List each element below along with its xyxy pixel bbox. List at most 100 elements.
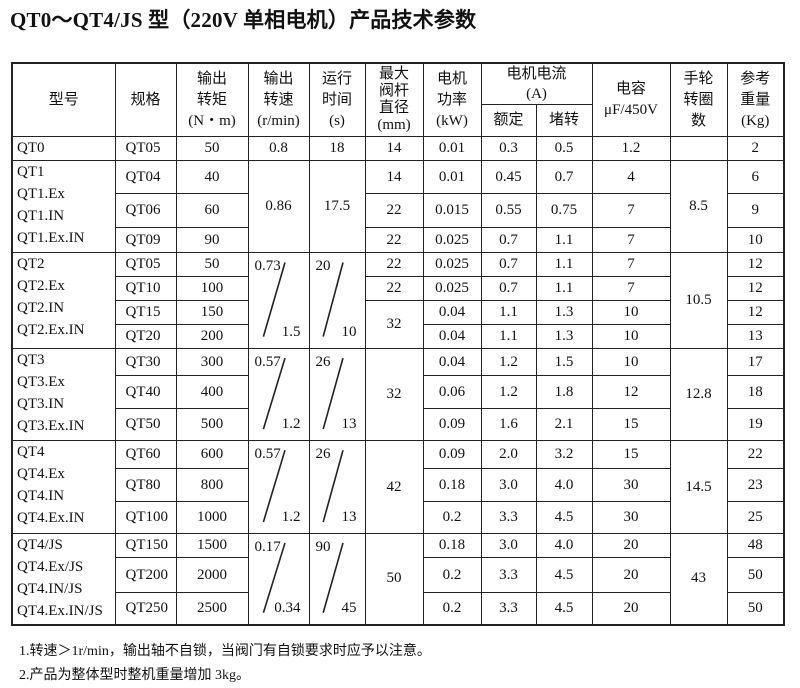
power-cell: 0.06 — [422, 375, 482, 409]
model-cell-line: QT1.IN — [17, 208, 65, 224]
power-cell: 0.025 — [422, 276, 482, 301]
locked-current-cell: 1.8 — [535, 375, 593, 409]
time-cell: 18 — [308, 136, 366, 161]
table-row: QT4 QT4.Ex QT4.IN QT4.Ex.IN QT60 600 0.57 1.2 26… — [11, 440, 785, 534]
rated-current-cell: 3.3 — [480, 592, 537, 625]
header-torque-line: 转矩 — [196, 91, 227, 108]
locked-current-cell: 4.5 — [535, 557, 593, 593]
header-diameter-line: 最大 — [378, 66, 409, 82]
torque-cell: 60 — [175, 193, 249, 228]
time-cell-min: 10 — [341, 324, 357, 340]
time-cell-min: 13 — [341, 509, 357, 525]
diagonal-divider — [249, 253, 309, 348]
locked-current-cell: 0.75 — [535, 193, 593, 228]
weight-cell: 12 — [726, 300, 785, 325]
locked-current-cell: 1.1 — [535, 276, 593, 301]
time-cell: 17.5 — [308, 160, 366, 253]
weight-cell: 17 — [726, 348, 785, 376]
header-power-line: 电机 — [436, 70, 467, 87]
diameter-cell: 14 — [364, 160, 424, 194]
spec-cell: QT09 — [114, 227, 177, 253]
header-time-line: 时间 — [321, 91, 352, 108]
rated-current-cell: 0.3 — [480, 136, 537, 161]
note-2: 2.产品为整体型时整机重量增加 3kg。 — [19, 667, 250, 683]
spec-cell: QT10 — [114, 276, 177, 301]
torque-cell: 2000 — [175, 557, 249, 593]
table-row: QT250 2500 0.2 3.3 4.5 20 50 — [12, 592, 785, 625]
header-handwheel-line: 转圈 — [683, 91, 714, 108]
capacitor-cell: 20 — [591, 557, 671, 593]
power-cell: 0.01 — [422, 160, 482, 194]
spec-cell: QT40 — [114, 375, 177, 409]
torque-cell: 2500 — [175, 592, 249, 625]
model-cell: QT2 QT2.Ex QT2.IN QT2.Ex.IN — [11, 252, 116, 349]
header-torque: 输出 转矩 (N・m) — [175, 62, 249, 137]
torque-cell: 50 — [175, 136, 249, 161]
model-cell-line: QT0 — [17, 140, 45, 156]
weight-cell: 22 — [726, 440, 785, 469]
speed-cell-min: 1.2 — [281, 416, 301, 432]
time-cell: 90 45 — [308, 533, 366, 625]
spec-cell: QT80 — [114, 468, 177, 502]
rated-current-cell: 3.0 — [480, 468, 537, 502]
locked-current-cell: 1.3 — [535, 324, 593, 349]
locked-current-cell: 2.1 — [535, 408, 593, 441]
locked-current-cell: 0.7 — [535, 160, 593, 194]
table-row: QT09 90 22 0.025 0.7 1.1 7 10 — [12, 227, 785, 253]
model-cell-line: QT4.Ex — [17, 466, 65, 482]
model-cell-line: QT4.Ex.IN — [17, 510, 85, 526]
header-capacitor-line: μF/450V — [604, 102, 658, 118]
torque-cell: 40 — [175, 160, 249, 194]
diameter-cell: 32 — [364, 348, 424, 441]
model-cell-line: QT4 — [17, 444, 45, 460]
header-diameter-line: 阀杆 — [378, 83, 409, 99]
locked-current-cell: 3.2 — [535, 440, 593, 469]
torque-cell: 1000 — [175, 501, 249, 534]
locked-current-cell: 4.0 — [535, 468, 593, 502]
table-row: QT10 100 22 0.025 0.7 1.1 7 12 — [12, 276, 785, 301]
diagonal-divider — [249, 349, 309, 440]
power-cell: 0.09 — [422, 408, 482, 441]
rated-current-cell: 1.2 — [480, 348, 537, 376]
header-torque-line: (N・m) — [188, 112, 236, 129]
power-cell: 0.04 — [422, 300, 482, 325]
model-cell: QT4 QT4.Ex QT4.IN QT4.Ex.IN — [11, 440, 116, 534]
spec-cell: QT200 — [114, 557, 177, 593]
spec-cell: QT60 — [114, 440, 177, 469]
handwheel-cell: 14.5 — [669, 440, 728, 534]
speed-cell-max: 0.57 — [254, 354, 281, 370]
capacitor-cell: 10 — [591, 324, 671, 349]
torque-cell: 100 — [175, 276, 249, 301]
power-cell: 0.01 — [422, 136, 482, 161]
spec-cell: QT05 — [114, 252, 177, 277]
torque-cell: 300 — [175, 348, 249, 376]
diameter-cell: 22 — [364, 227, 424, 253]
speed-cell: 0.57 1.2 — [247, 440, 310, 534]
model-cell: QT1 QT1.Ex QT1.IN QT1.Ex.IN — [11, 160, 116, 253]
rated-current-cell: 3.3 — [480, 501, 537, 534]
time-cell: 20 10 — [308, 252, 366, 349]
speed-cell-min: 1.5 — [281, 324, 301, 340]
model-cell: QT4/JS QT4.Ex/JS QT4.IN/JS QT4.Ex.IN/JS — [11, 533, 116, 625]
capacitor-cell: 7 — [591, 227, 671, 253]
weight-cell: 9 — [726, 193, 785, 228]
weight-cell: 50 — [726, 592, 785, 625]
model-cell-line: QT2.IN — [17, 300, 65, 316]
power-cell: 0.04 — [422, 324, 482, 349]
model-cell: QT0 — [11, 136, 116, 161]
header-power-line: 功率 — [436, 91, 467, 108]
weight-cell: 12 — [726, 276, 785, 301]
torque-cell: 400 — [175, 375, 249, 409]
diameter-cell: 22 — [364, 193, 424, 228]
rated-current-cell: 0.55 — [480, 193, 537, 228]
diagonal-divider — [249, 441, 309, 533]
header-weight-line: 重量 — [740, 91, 771, 108]
speed-cell-min: 0.34 — [274, 599, 301, 616]
header-rated: 额定 — [480, 104, 537, 137]
spec-cell: QT250 — [114, 592, 177, 625]
diagonal-divider — [310, 349, 365, 440]
capacitor-cell: 20 — [591, 533, 671, 558]
torque-cell: 500 — [175, 408, 249, 441]
diameter-cell: 22 — [364, 276, 424, 301]
model-cell-line: QT4/JS — [17, 537, 63, 553]
